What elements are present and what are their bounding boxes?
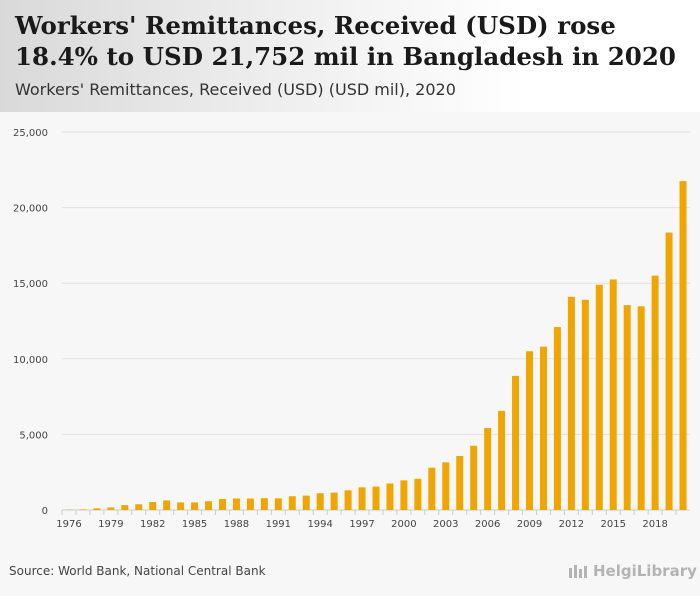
- bar: [372, 486, 380, 510]
- x-tick-label: 1991: [266, 519, 291, 530]
- chart-title: Workers' Remittances, Received (USD) ros…: [15, 11, 676, 71]
- bar: [484, 428, 492, 510]
- bar: [442, 462, 450, 510]
- brand-logo: HelgiLibrary: [568, 562, 697, 580]
- x-tick-label: 2018: [642, 519, 667, 530]
- bar: [414, 478, 422, 510]
- x-tick-label: 1988: [224, 519, 249, 530]
- x-tick-label: 2012: [559, 519, 584, 530]
- bar: [246, 498, 254, 510]
- bar: [512, 375, 520, 510]
- bar: [679, 181, 687, 511]
- x-tick-label: 2000: [391, 519, 416, 530]
- x-tick-label: 1982: [140, 519, 165, 530]
- bar: [260, 498, 268, 510]
- y-tick-label: 25,000: [13, 128, 48, 139]
- source-note: Source: World Bank, National Central Ban…: [9, 564, 266, 578]
- bar: [386, 483, 394, 510]
- x-tick-label: 1979: [98, 519, 123, 530]
- bar: [595, 284, 603, 510]
- bar: [623, 305, 631, 510]
- x-tick-label: 2003: [433, 519, 458, 530]
- bar: [135, 504, 143, 510]
- bar: [219, 498, 226, 510]
- x-tick-label: 2006: [475, 519, 500, 530]
- x-tick-label: 2015: [601, 519, 626, 530]
- y-tick-label: 15,000: [13, 279, 48, 290]
- bar-chart: 0 5,000 10,000 15,000 20,000 25,000 1976 1979 19…: [13, 128, 690, 530]
- bar: [651, 275, 659, 510]
- bar: [93, 508, 101, 510]
- bar: [177, 502, 185, 510]
- y-tick-label: 20,000: [13, 204, 48, 215]
- bar: [330, 492, 338, 510]
- bar: [302, 495, 310, 510]
- bar: [567, 296, 575, 510]
- plot-area: 0 5,000 10,000 15,000 20,000 25,000 1976 1979 19…: [0, 112, 700, 596]
- bar: [358, 487, 366, 510]
- bar: [121, 505, 129, 510]
- bar: [456, 456, 464, 510]
- bar: [316, 493, 324, 510]
- bar: [79, 509, 87, 510]
- bar: [232, 498, 240, 510]
- bar: [163, 500, 171, 510]
- bar: [609, 279, 617, 510]
- header-banner: Workers' Remittances, Received (USD) ros…: [0, 0, 700, 112]
- x-tick-label: 1976: [56, 519, 81, 530]
- bar: [665, 232, 673, 510]
- x-tick-label: 2009: [517, 519, 542, 530]
- bar: [107, 507, 115, 510]
- bar: [526, 351, 533, 510]
- bar: [274, 498, 282, 510]
- bar: [344, 490, 352, 510]
- bar: [428, 467, 436, 510]
- x-tick-label: 1997: [349, 519, 374, 530]
- library-icon: [569, 565, 587, 578]
- bar: [191, 502, 199, 510]
- bar: [205, 501, 213, 510]
- bar: [498, 410, 506, 510]
- x-tick-label: 1985: [182, 519, 207, 530]
- y-tick-label: 0: [42, 506, 48, 517]
- bar: [288, 496, 296, 510]
- y-tick-label: 10,000: [13, 355, 48, 366]
- bar: [470, 445, 478, 510]
- bar: [637, 306, 645, 510]
- bar: [581, 299, 589, 510]
- y-tick-label: 5,000: [19, 430, 48, 441]
- chart-subtitle: Workers' Remittances, Received (USD) (US…: [15, 80, 456, 99]
- x-tick-label: 1994: [307, 519, 332, 530]
- bar: [553, 327, 561, 510]
- brand-name: HelgiLibrary: [593, 562, 697, 580]
- bar: [149, 501, 157, 510]
- bar: [539, 346, 547, 510]
- bar: [400, 480, 408, 510]
